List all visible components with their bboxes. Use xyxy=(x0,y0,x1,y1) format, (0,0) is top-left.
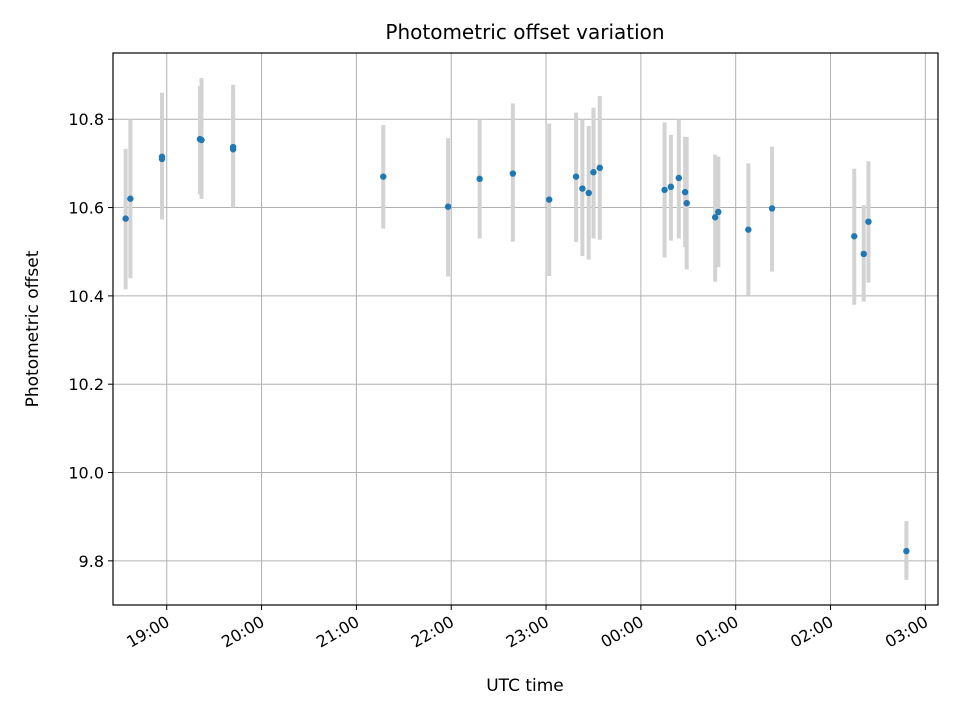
data-points xyxy=(122,135,910,555)
data-point xyxy=(229,146,237,153)
data-point xyxy=(444,203,452,210)
data-point xyxy=(860,250,867,258)
data-point xyxy=(675,174,683,182)
y-tick-label: 10.0 xyxy=(68,464,104,483)
data-point xyxy=(122,215,129,222)
data-point xyxy=(715,208,722,216)
y-tick-label: 10.8 xyxy=(68,110,104,129)
x-axis-label: UTC time xyxy=(486,676,564,696)
data-point xyxy=(198,136,205,144)
data-point xyxy=(711,214,719,221)
plot-frame xyxy=(112,52,939,606)
grid xyxy=(113,53,938,605)
data-point xyxy=(661,186,668,194)
y-axis: 9.8 10.0 10.2 10.4 10.6 10.8 xyxy=(68,110,113,571)
data-point xyxy=(546,196,553,203)
data-point xyxy=(903,547,910,555)
data-point xyxy=(509,170,517,177)
y-axis-label: Photometric offset xyxy=(23,250,43,407)
data-point xyxy=(158,155,166,163)
data-point xyxy=(768,205,776,212)
data-point xyxy=(667,183,675,191)
data-point xyxy=(865,218,872,225)
data-point xyxy=(380,173,387,180)
data-point xyxy=(585,189,592,197)
data-point xyxy=(683,199,690,207)
chart-title: Photometric offset variation xyxy=(385,20,664,44)
data-point xyxy=(596,164,603,172)
y-tick-label: 10.4 xyxy=(68,287,104,306)
data-point xyxy=(851,233,858,240)
data-point xyxy=(476,175,483,183)
data-point xyxy=(572,173,580,180)
data-point xyxy=(590,169,597,176)
y-tick-label: 10.2 xyxy=(68,375,104,394)
data-point xyxy=(745,226,752,233)
y-tick-label: 10.6 xyxy=(68,199,104,218)
data-point xyxy=(579,185,586,192)
y-tick-label: 9.8 xyxy=(79,552,104,571)
data-point xyxy=(127,195,134,202)
data-point xyxy=(681,188,689,196)
